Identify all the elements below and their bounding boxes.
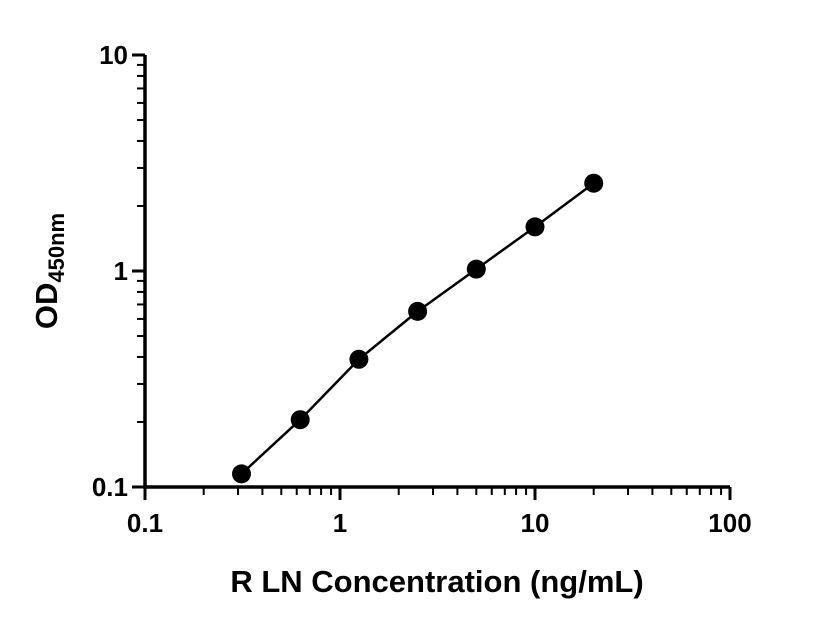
data-point [349, 349, 369, 369]
x-tick-label: 10 [521, 508, 550, 538]
data-point [584, 173, 604, 193]
data-point [525, 217, 545, 237]
data-point [232, 464, 251, 484]
tick-marks [132, 53, 732, 500]
x-tick-label: 0.1 [127, 508, 163, 538]
data-point [290, 410, 310, 430]
x-tick-label: 1 [333, 508, 347, 538]
y-tick-label: 0.1 [92, 472, 128, 502]
data-point [408, 301, 428, 321]
axis-spines [143, 55, 730, 489]
x-tick-label: 100 [708, 508, 751, 538]
y-axis-title-subscript: 450nm [44, 213, 69, 283]
y-axis-title-main: OD [29, 283, 64, 330]
data-series [232, 173, 604, 484]
data-point [466, 259, 486, 279]
y-tick-label: 1 [114, 256, 128, 286]
x-axis-title: R LN Concentration (ng/mL) [230, 564, 643, 599]
y-axis-title: OD450nm [29, 213, 69, 329]
y-tick-label: 10 [99, 40, 128, 70]
